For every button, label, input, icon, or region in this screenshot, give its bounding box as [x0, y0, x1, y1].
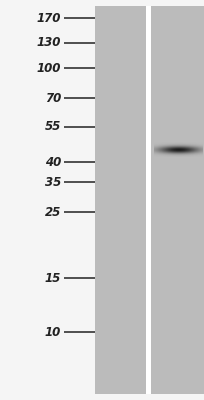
- Text: 170: 170: [37, 12, 61, 24]
- Text: 130: 130: [37, 36, 61, 50]
- Bar: [95, 6, 146, 394]
- Text: 100: 100: [37, 62, 61, 74]
- Text: 70: 70: [45, 92, 61, 104]
- Text: 35: 35: [45, 176, 61, 188]
- Bar: [151, 6, 204, 394]
- Text: 55: 55: [45, 120, 61, 134]
- Text: 25: 25: [45, 206, 61, 218]
- Text: 15: 15: [45, 272, 61, 284]
- Bar: [146, 6, 151, 394]
- Text: 10: 10: [45, 326, 61, 338]
- Text: 40: 40: [45, 156, 61, 168]
